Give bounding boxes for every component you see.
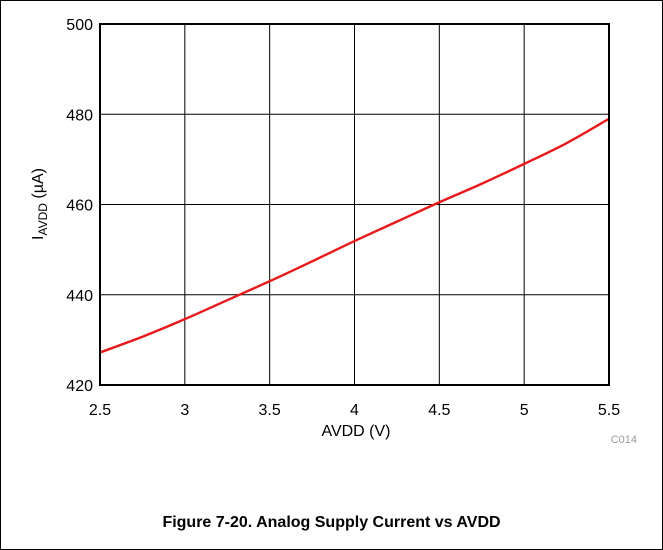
x-tick-label: 4 bbox=[350, 402, 359, 419]
y-axis-label-unit: (µA) bbox=[30, 168, 47, 203]
plot-area-border bbox=[99, 23, 610, 386]
x-tick-label: 3.5 bbox=[259, 402, 281, 419]
x-tick-label: 4.5 bbox=[428, 402, 450, 419]
data-series-line bbox=[99, 117, 610, 354]
figure-caption: Figure 7-20. Analog Supply Current vs AV… bbox=[162, 514, 501, 531]
y-axis-label-subscript: AVDD bbox=[36, 203, 50, 236]
x-tick-label: 2.5 bbox=[89, 402, 111, 419]
y-tick-label: 500 bbox=[66, 17, 93, 34]
grid bbox=[99, 23, 610, 386]
x-tick-label: 5.5 bbox=[598, 402, 620, 419]
x-axis-label: AVDD (V) bbox=[321, 423, 390, 440]
x-tick-labels: 2.5 3 3.5 4 4.5 5 5.5 bbox=[89, 402, 620, 419]
x-tick-label: 5 bbox=[520, 402, 529, 419]
y-tick-label: 480 bbox=[66, 107, 93, 124]
y-tick-label: 420 bbox=[66, 378, 93, 395]
y-tick-label: 440 bbox=[66, 288, 93, 305]
y-axis-label-main: I bbox=[30, 236, 47, 240]
figure-code-label: C014 bbox=[611, 434, 637, 446]
y-axis-label: IAVDD (µA) bbox=[30, 168, 50, 240]
x-tick-label: 3 bbox=[180, 402, 189, 419]
y-tick-label: 460 bbox=[66, 198, 93, 215]
y-tick-labels: 420 440 460 480 500 bbox=[66, 17, 93, 395]
